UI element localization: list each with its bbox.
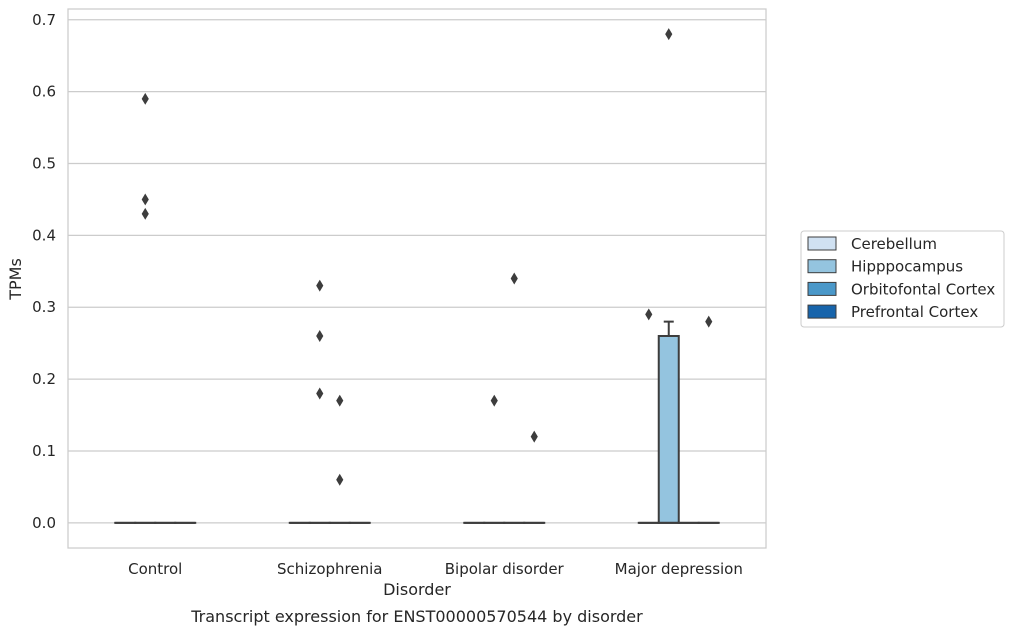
legend-label: Cerebellum — [851, 235, 937, 253]
legend-label: Orbitofontal Cortex — [851, 280, 995, 298]
legend-swatch — [807, 281, 837, 296]
outlier-point — [141, 92, 149, 105]
outlier-point — [316, 330, 324, 342]
box-layer — [114, 28, 720, 524]
box-hipppocampus — [657, 28, 680, 524]
box-prefrontal-cortex — [523, 430, 546, 524]
y-tick-label: 0.4 — [32, 226, 56, 244]
box-orbitofontal-cortex — [503, 272, 526, 524]
outlier-point — [141, 207, 149, 220]
box-hipppocampus — [308, 279, 331, 524]
outlier-point — [490, 394, 498, 407]
y-tick-label: 0.7 — [32, 11, 56, 29]
grid-layer — [68, 19, 766, 524]
y-tick-label: 0.1 — [32, 442, 56, 460]
outlier-point — [336, 394, 344, 407]
legend: Cerebellum Hipppocampus Orbitofontal Corte… — [800, 230, 1005, 328]
outlier-point — [316, 279, 324, 292]
x-tick-label: Schizophrenia — [277, 560, 382, 578]
y-tick-label: 0.5 — [32, 155, 56, 173]
legend-label: Prefrontal Cortex — [851, 303, 978, 321]
y-tick-label: 0.3 — [32, 298, 56, 316]
y-tick-labels: 0.0 0.1 0.2 0.3 0.4 0.5 0.6 0.7 — [32, 11, 56, 532]
outlier-point — [530, 430, 538, 443]
y-tick-label: 0.0 — [32, 514, 56, 532]
box-orbitofontal-cortex — [328, 394, 351, 524]
x-tick-labels: Control Schizophrenia Bipolar disorder Majo… — [128, 560, 743, 578]
outlier-point — [645, 308, 653, 321]
x-tick-label: Control — [128, 560, 182, 578]
legend-swatch — [807, 304, 837, 319]
legend-swatch — [807, 236, 837, 251]
y-tick-label: 0.2 — [32, 370, 56, 388]
box-hipppocampus — [483, 394, 506, 524]
x-axis-title: Disorder — [383, 580, 451, 599]
box-prefrontal-cortex — [697, 315, 720, 524]
x-tick-label: Bipolar disorder — [445, 560, 565, 578]
box-hipppocampus — [134, 92, 157, 524]
x-tick-label: Major depression — [615, 560, 743, 578]
box-body — [657, 334, 680, 524]
outlier-point — [316, 387, 324, 400]
legend-frame — [800, 230, 1005, 328]
box-cerebellum — [637, 308, 660, 524]
y-axis-title: TPMs — [6, 258, 25, 301]
outlier-point — [336, 473, 344, 486]
outlier-point — [705, 315, 713, 328]
plot-frame — [67, 8, 767, 549]
outlier-point — [510, 272, 518, 285]
legend-label: Hipppocampus — [851, 258, 963, 276]
y-tick-label: 0.6 — [32, 83, 56, 101]
outlier-point — [141, 193, 149, 206]
legend-swatch — [807, 259, 837, 274]
legend-items: Cerebellum Hipppocampus Orbitofontal Corte… — [807, 235, 995, 321]
chart-caption: Transcript expression for ENST0000057054… — [190, 607, 643, 626]
outlier-point — [665, 28, 673, 41]
